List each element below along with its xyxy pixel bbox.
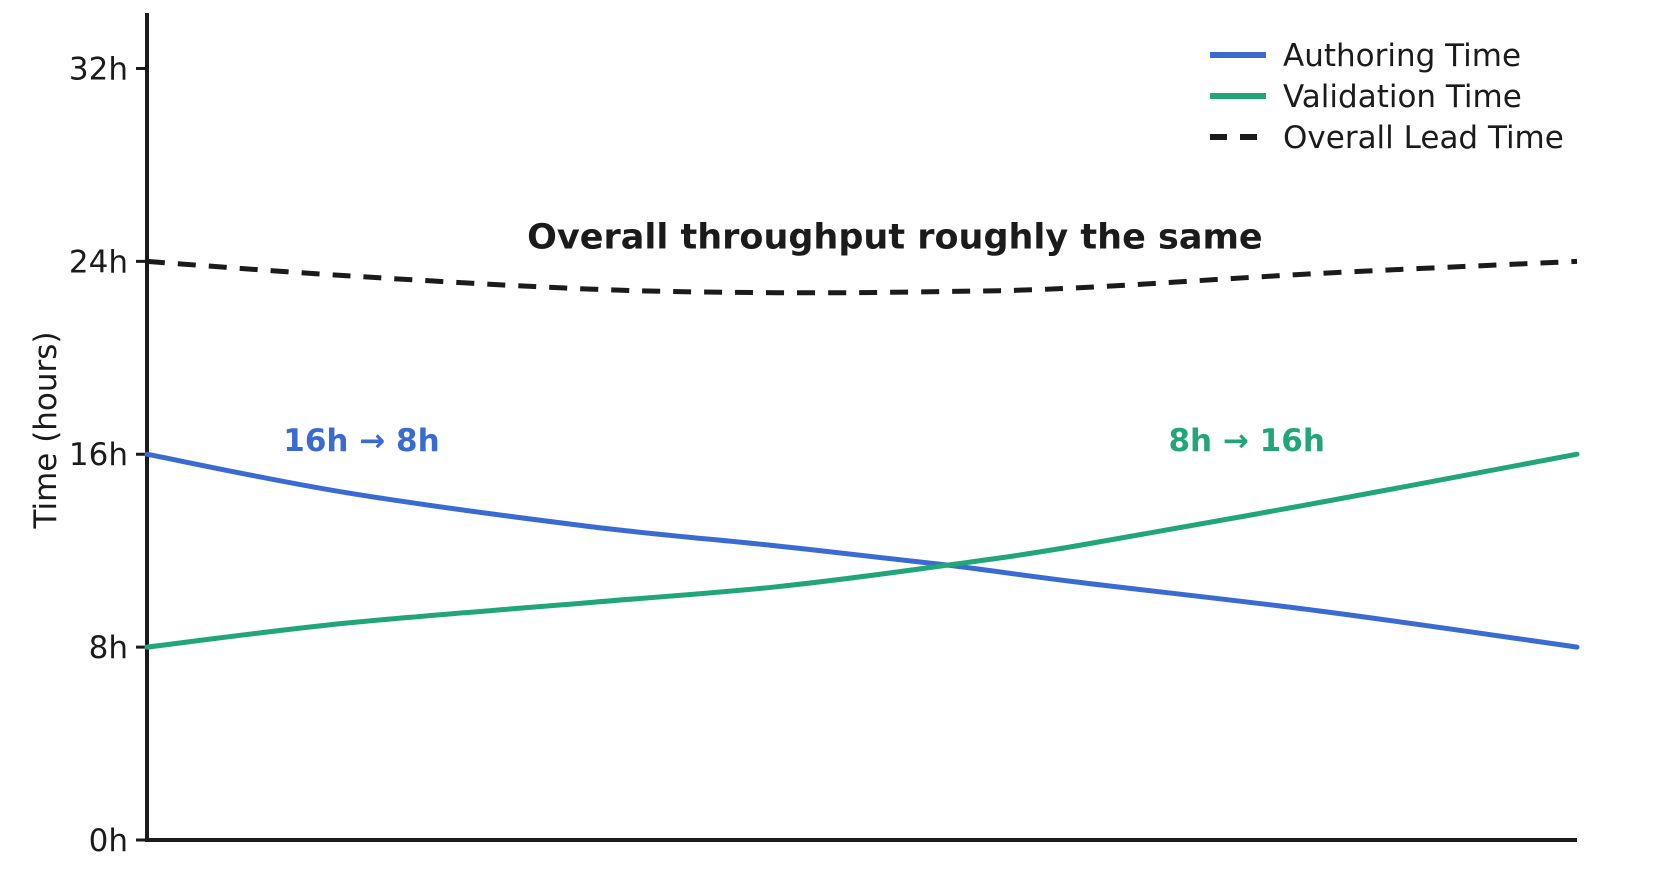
annotation-authoring-change: 16h → 8h (283, 423, 439, 459)
y-tick-label: 0h (89, 823, 128, 859)
annotations: Overall throughput roughly the same 16h →… (283, 217, 1325, 459)
legend-item-validation: Validation Time (1210, 79, 1522, 115)
y-tick-label: 16h (69, 437, 128, 473)
overall-lead-time-line (146, 258, 1578, 296)
legend-item-authoring: Authoring Time (1210, 38, 1521, 74)
y-tick-label: 32h (69, 51, 128, 87)
authoring-legend-label: Authoring Time (1283, 38, 1521, 74)
y-axis-title: Time (hours) (28, 331, 64, 529)
axes: 0h 8h 16h 24h 32h Time (hours) (28, 13, 1577, 859)
series-lines (144, 258, 1580, 650)
validation-time-line (144, 451, 1580, 650)
annotation-overall-throughput: Overall throughput roughly the same (527, 217, 1263, 257)
y-axis-ticks: 0h 8h 16h 24h 32h (69, 51, 147, 859)
legend-item-overall-lead: Overall Lead Time (1210, 120, 1564, 156)
legend: Authoring Time Validation Time Overall L… (1210, 38, 1564, 156)
y-tick-label: 24h (69, 244, 128, 280)
annotation-validation-change: 8h → 16h (1168, 423, 1324, 459)
validation-legend-label: Validation Time (1283, 79, 1522, 115)
overall-lead-legend-label: Overall Lead Time (1283, 120, 1564, 156)
authoring-time-line (144, 451, 1580, 650)
y-tick-label: 8h (89, 630, 128, 666)
